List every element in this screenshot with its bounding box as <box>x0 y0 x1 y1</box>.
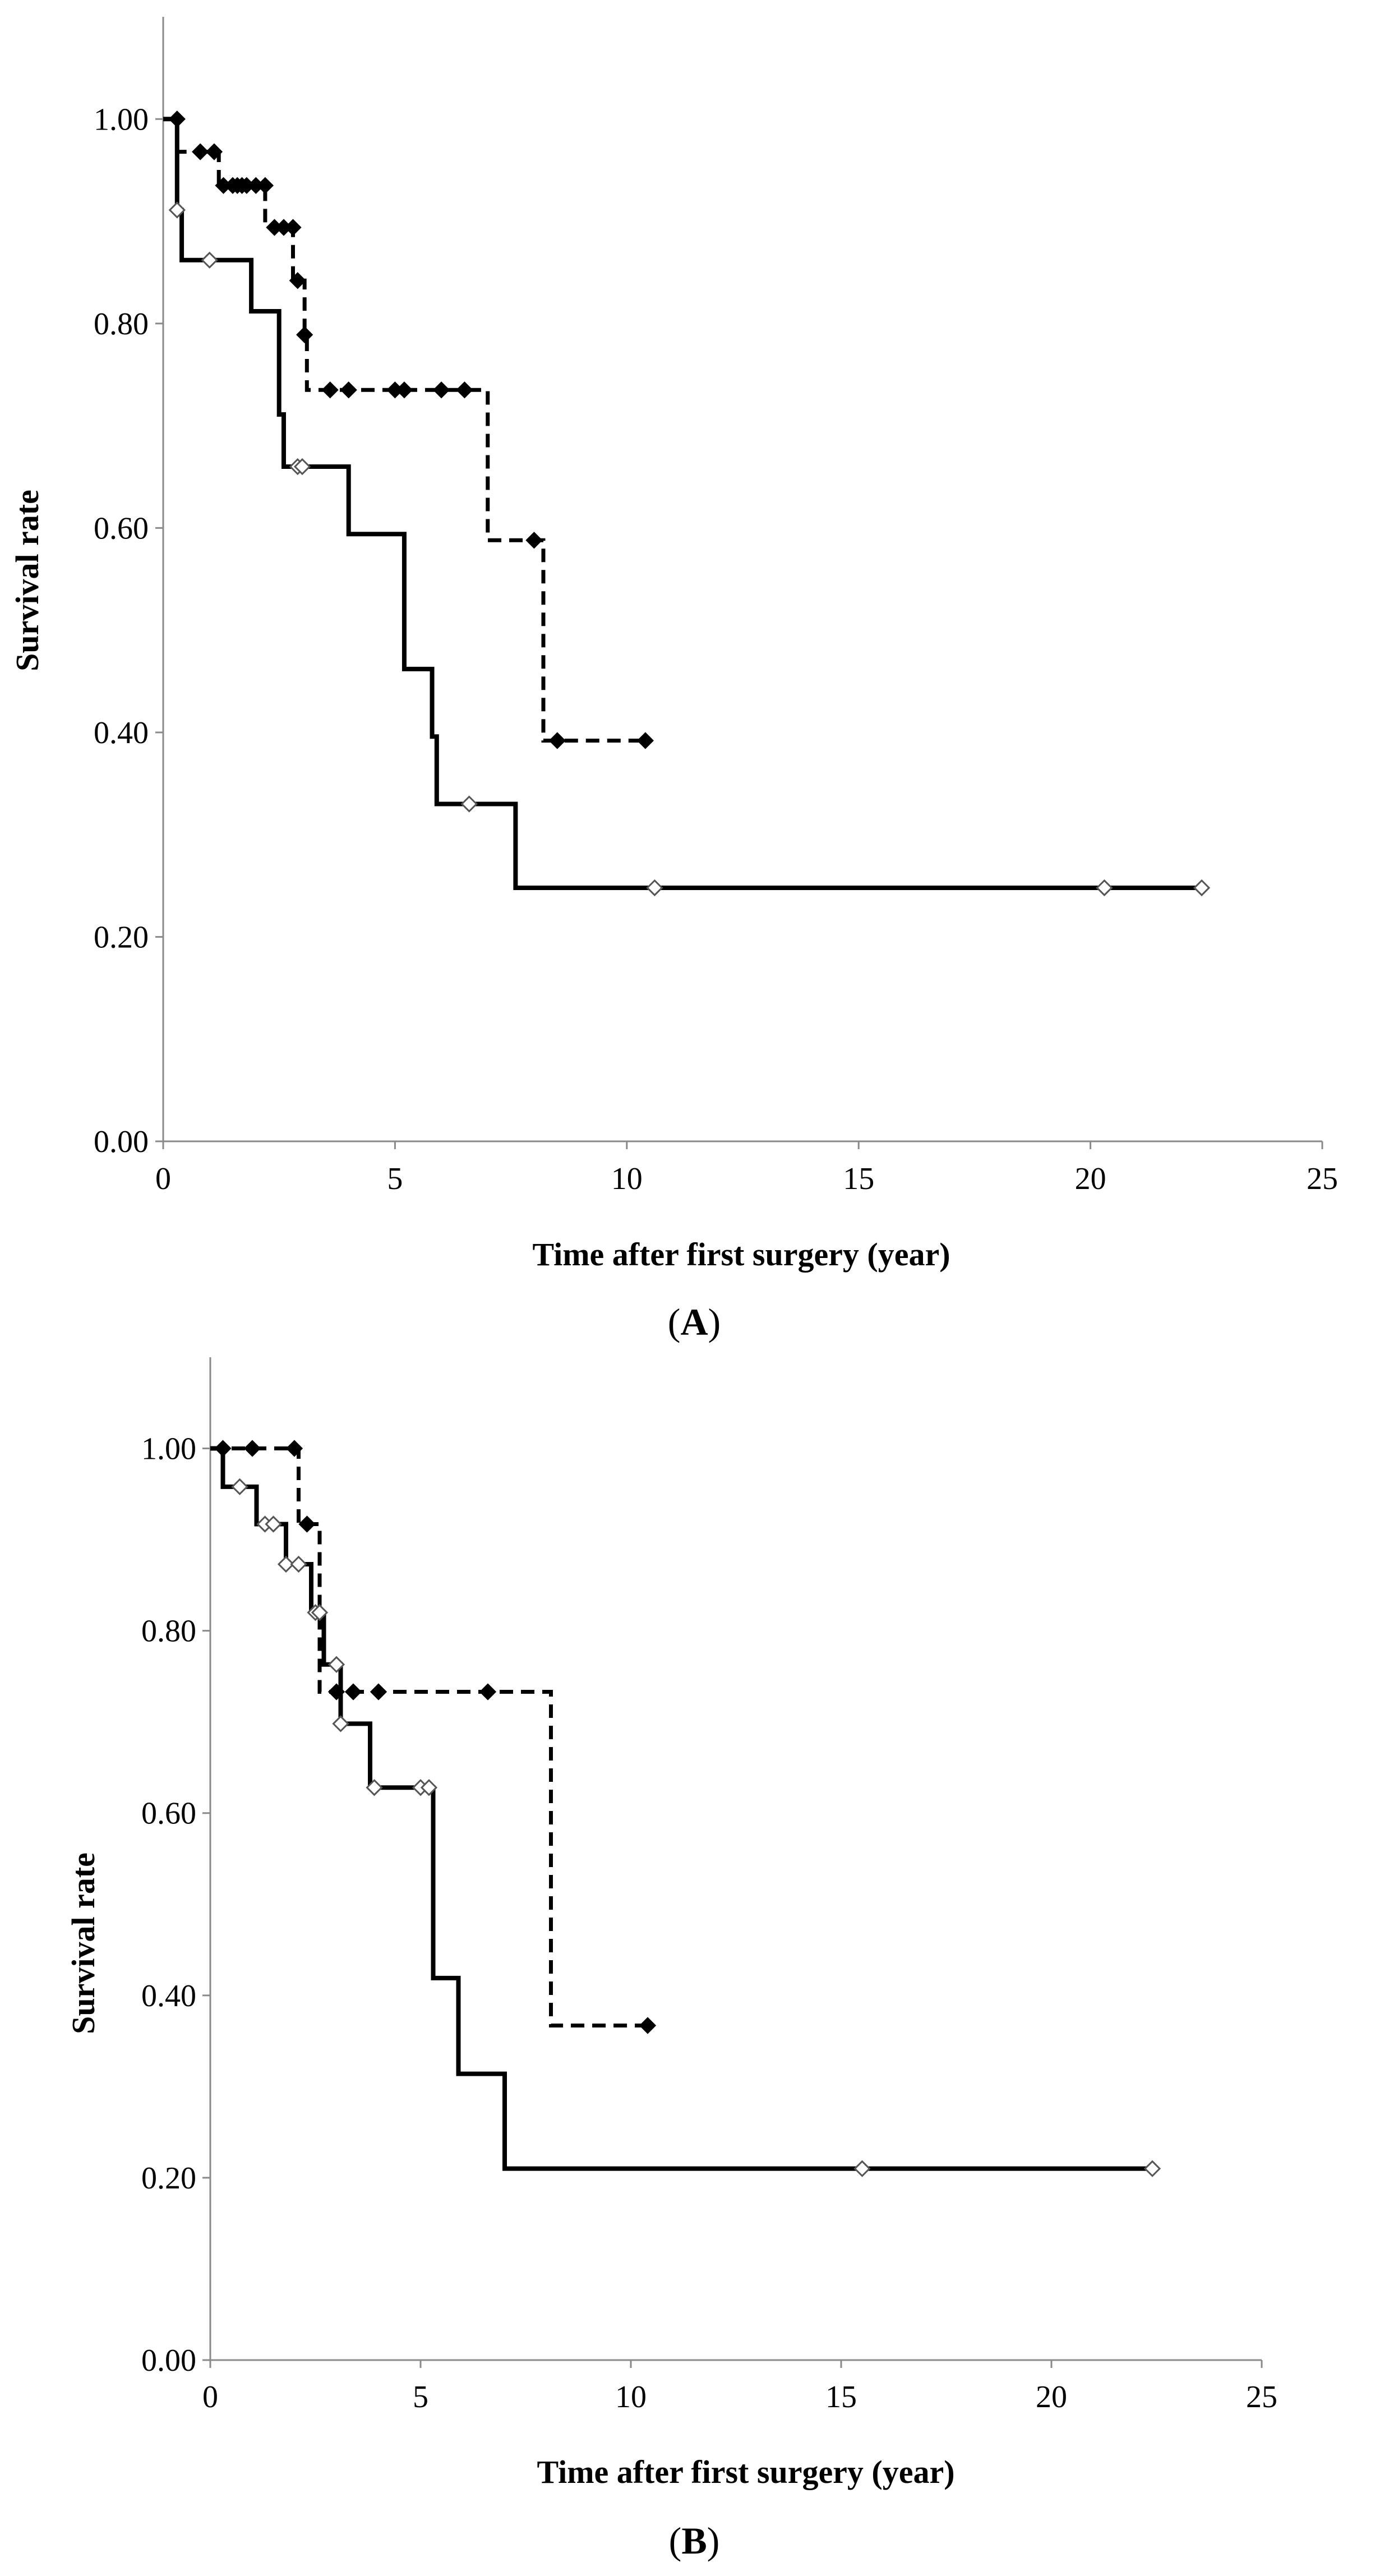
x-tick-label-b: 25 <box>1246 2380 1277 2414</box>
y-tick-label-b: 0.80 <box>141 1614 196 1649</box>
censor-marker-dashed-a <box>192 143 209 160</box>
censor-marker-solid-b <box>277 1555 295 1573</box>
censor-marker-dashed-a <box>256 177 274 194</box>
x-tick-label-a: 15 <box>843 1162 874 1196</box>
censor-marker-dashed-a <box>395 381 413 399</box>
censor-marker-dashed-a <box>456 381 473 399</box>
y-tick-label-b: 1.00 <box>141 1432 196 1467</box>
y-tick-label-b: 0.60 <box>141 1796 196 1831</box>
censor-marker-dashed-a <box>284 219 302 236</box>
panel-label-b-letter: B <box>681 2519 707 2562</box>
censor-marker-solid-b <box>327 1656 345 1673</box>
censor-marker-dashed-a <box>548 732 566 749</box>
censor-marker-solid-b <box>420 1779 438 1796</box>
censor-marker-solid-b <box>290 1555 307 1573</box>
panel-label-a: (A) <box>668 1301 721 1343</box>
censor-marker-solid-a <box>1193 879 1211 897</box>
chart-panel-b: Survival rate Time after first surgery (… <box>65 1357 1277 2562</box>
panel-label-b-open: ( <box>669 2519 682 2562</box>
censor-marker-solid-b <box>332 1715 349 1732</box>
censor-marker-solid-a <box>201 251 218 269</box>
y-tick-label-a: 1.00 <box>94 102 149 137</box>
y-axis-title-b: Survival rate <box>65 1852 101 2034</box>
censor-marker-dashed-a <box>432 381 450 399</box>
x-tick-label-b: 10 <box>615 2380 647 2414</box>
x-tick-label-a: 0 <box>155 1162 171 1196</box>
censor-marker-solid-b <box>311 1604 329 1621</box>
y-tick-label-a: 0.20 <box>94 920 149 955</box>
y-axis-title-a: Survival rate <box>9 490 45 671</box>
y-tick-label-b: 0.40 <box>141 1979 196 2013</box>
panel-label-a-close: ) <box>708 1301 721 1343</box>
panel-label-a-letter: A <box>680 1301 708 1343</box>
y-tick-label-a: 0.60 <box>94 511 149 546</box>
censor-marker-dashed-b <box>344 1683 362 1701</box>
censor-marker-dashed-a <box>296 326 313 343</box>
censor-marker-solid-a <box>293 458 311 476</box>
censor-marker-dashed-b <box>285 1440 303 1457</box>
censor-marker-solid-a <box>460 795 478 813</box>
censor-marker-dashed-a <box>289 272 306 289</box>
censor-marker-solid-a <box>168 201 186 219</box>
censor-marker-dashed-b <box>639 2017 657 2034</box>
censor-marker-dashed-a <box>205 143 223 160</box>
x-axis-title-a: Time after first surgery (year) <box>532 1236 950 1273</box>
censor-marker-solid-a <box>1096 879 1113 897</box>
censor-marker-solid-b <box>231 1478 248 1495</box>
censor-marker-dashed-b <box>243 1440 261 1457</box>
x-tick-label-b: 15 <box>825 2380 857 2414</box>
y-tick-label-a: 0.40 <box>94 716 149 750</box>
censor-marker-solid-a <box>646 879 663 897</box>
series-line-solid-a <box>163 117 1202 890</box>
x-tick-label-a: 5 <box>387 1162 403 1196</box>
censor-marker-solid-b <box>366 1779 383 1796</box>
panel-label-a-open: ( <box>668 1301 681 1343</box>
x-tick-label-b: 20 <box>1036 2380 1067 2414</box>
x-tick-label-a: 25 <box>1307 1162 1338 1196</box>
x-tick-label-b: 0 <box>202 2380 218 2414</box>
x-tick-label-a: 20 <box>1075 1162 1106 1196</box>
censor-marker-dashed-b <box>298 1515 316 1533</box>
chart-panel-a: Survival rate Time after first surgery (… <box>9 17 1338 1343</box>
y-tick-label-b: 0.00 <box>141 2343 196 2378</box>
censor-marker-dashed-a <box>321 381 339 399</box>
censor-marker-dashed-a <box>525 532 543 549</box>
censor-marker-dashed-a <box>340 381 357 399</box>
y-tick-label-a: 0.80 <box>94 307 149 342</box>
x-tick-label-a: 10 <box>611 1162 643 1196</box>
panel-label-b: (B) <box>669 2519 720 2562</box>
censor-marker-dashed-b <box>479 1683 497 1701</box>
censor-marker-solid-b <box>1143 2160 1161 2177</box>
x-axis-title-b: Time after first surgery (year) <box>537 2454 954 2490</box>
censor-marker-solid-b <box>265 1515 282 1533</box>
x-tick-label-b: 5 <box>413 2380 428 2414</box>
series-line-dashed-a <box>163 117 645 743</box>
censor-marker-dashed-b <box>370 1683 387 1701</box>
y-tick-label-b: 0.20 <box>141 2161 196 2196</box>
y-tick-label-a: 0.00 <box>94 1125 149 1159</box>
censor-marker-dashed-a <box>636 732 654 749</box>
censor-marker-solid-b <box>853 2160 871 2177</box>
panel-label-b-close: ) <box>707 2519 720 2562</box>
